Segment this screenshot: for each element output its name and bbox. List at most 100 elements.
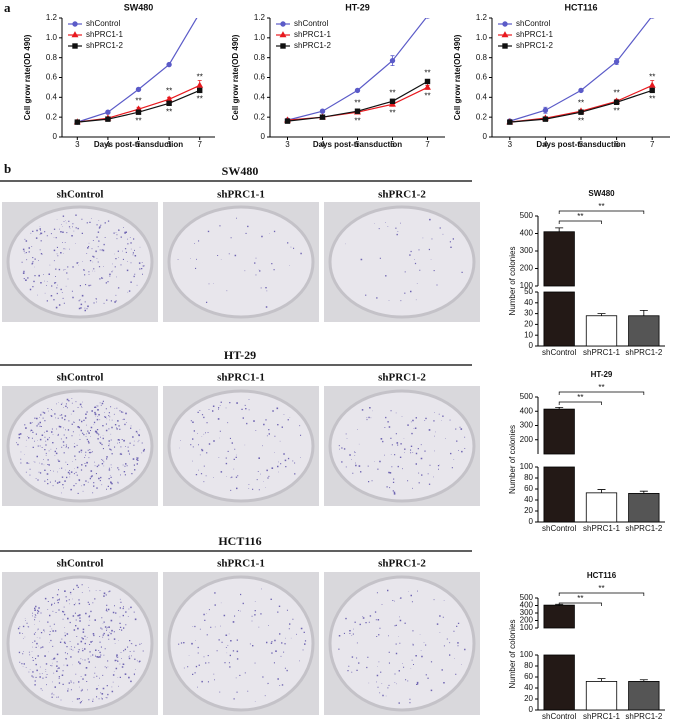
y-tick-label: 10	[524, 330, 533, 339]
chart-title: SW480	[124, 2, 154, 12]
error-bar	[597, 678, 606, 682]
section-title: HT-29	[224, 348, 256, 362]
marker	[279, 31, 287, 38]
y-tick-label: 30	[524, 309, 533, 318]
significance-bracket	[558, 602, 602, 606]
x-tick-label: shPRC1-2	[625, 712, 662, 719]
y-tick-label: 0	[261, 132, 266, 141]
significance: **	[578, 116, 584, 125]
x-tick-label: shControl	[542, 524, 576, 533]
marker	[389, 57, 396, 64]
error-bar	[639, 490, 648, 494]
plot-area	[506, 18, 656, 125]
y-tick-label: 100	[520, 462, 534, 471]
significance: **	[649, 95, 655, 104]
y-tick-label: 0.8	[46, 53, 58, 62]
y-tick-label: 1.0	[254, 33, 266, 42]
bar	[628, 492, 660, 523]
significance-bracket	[558, 401, 602, 405]
bar	[585, 315, 618, 347]
marker	[354, 87, 361, 94]
plate-label: shPRC1-1	[217, 372, 265, 384]
marker	[105, 109, 111, 115]
bar	[543, 291, 575, 347]
marker	[613, 99, 620, 105]
y-tick-label: 0.8	[476, 53, 488, 62]
significance: **	[598, 584, 604, 593]
significance: **	[613, 88, 619, 97]
x-axis-label: Days post-transduction	[536, 140, 625, 149]
significance: **	[649, 73, 655, 82]
legend-label: shPRC1-1	[86, 30, 123, 39]
x-tick-label: 5	[136, 140, 141, 149]
bar	[628, 681, 660, 711]
x-tick-label: 3	[285, 140, 290, 149]
marker	[502, 21, 508, 27]
dish	[328, 389, 476, 503]
marker	[105, 116, 111, 122]
plate-label: shControl	[57, 558, 104, 570]
marker	[197, 87, 203, 94]
y-tick-label: 500	[520, 392, 534, 401]
marker	[166, 100, 172, 106]
marker	[72, 43, 78, 49]
significance-bracket	[558, 220, 602, 224]
significance: **	[424, 92, 430, 101]
marker	[166, 61, 172, 68]
significance: **	[135, 96, 141, 105]
marker	[284, 118, 291, 124]
error-bar	[639, 309, 648, 316]
x-tick-label: shPRC1-1	[583, 348, 620, 357]
x-tick-label: 5	[355, 140, 360, 149]
y-tick-label: 400	[520, 601, 534, 610]
y-tick-label: 20	[524, 694, 533, 703]
section-title: HCT116	[218, 534, 261, 548]
significance: **	[598, 383, 604, 392]
section-title: SW480	[222, 164, 259, 178]
y-tick-label: 0	[53, 132, 58, 141]
x-tick-label: 4	[543, 140, 548, 149]
x-tick-label: 7	[197, 140, 202, 149]
y-tick-label: 1.0	[476, 33, 488, 42]
y-tick-label: 50	[524, 287, 533, 296]
marker	[319, 108, 326, 114]
y-axis-label: Number of colonies	[508, 425, 517, 494]
significance: **	[389, 88, 395, 97]
y-tick-label: 100	[520, 281, 534, 290]
x-axis-label: Days post-transduction	[94, 140, 183, 149]
y-tick-label: 500	[520, 593, 534, 602]
legend-label: shPRC1-2	[86, 41, 123, 50]
y-tick-label: 1.2	[46, 13, 58, 22]
y-tick-label: 20	[524, 320, 533, 329]
significance: **	[197, 95, 203, 104]
plate-label: shPRC1-1	[217, 189, 265, 201]
marker	[613, 58, 620, 65]
marker	[424, 83, 431, 90]
error-bar	[425, 18, 430, 19]
dish	[6, 389, 154, 503]
y-tick-label: 40	[524, 495, 533, 504]
y-tick-label: 0	[483, 132, 488, 141]
error-bar	[650, 18, 655, 19]
x-tick-label: 3	[75, 140, 80, 149]
legend-label: shPRC1-2	[516, 41, 553, 50]
chart-title: HCT116	[564, 2, 597, 12]
y-tick-label: 100	[520, 623, 534, 632]
x-tick-label: 7	[650, 140, 655, 149]
significance: **	[166, 107, 172, 116]
x-tick-label: shControl	[542, 712, 576, 719]
dish	[167, 389, 315, 503]
chart-title: HT-29	[591, 370, 613, 379]
y-axis-label: Cell grow rate(OD 490)	[453, 34, 462, 120]
chart-title: HCT116	[587, 571, 617, 580]
y-tick-label: 300	[520, 246, 534, 255]
x-tick-label: 3	[508, 140, 513, 149]
marker	[198, 11, 202, 15]
marker	[196, 81, 204, 88]
y-tick-label: 20	[524, 506, 533, 515]
significance: **	[354, 98, 360, 107]
y-tick-label: 300	[520, 421, 534, 430]
error-bar	[555, 407, 564, 410]
marker	[507, 119, 513, 125]
